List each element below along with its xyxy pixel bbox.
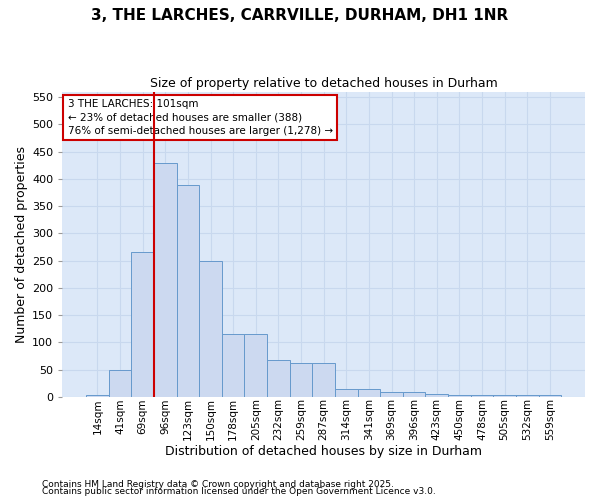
Bar — [448, 395, 471, 397]
Bar — [109, 370, 131, 397]
Bar — [176, 186, 199, 397]
Bar — [335, 388, 358, 397]
Bar — [516, 395, 539, 397]
Bar — [539, 395, 561, 397]
Bar — [222, 334, 244, 397]
Bar — [267, 360, 290, 397]
Bar — [199, 260, 222, 397]
Bar — [425, 394, 448, 397]
Text: Contains HM Land Registry data © Crown copyright and database right 2025.: Contains HM Land Registry data © Crown c… — [42, 480, 394, 489]
Bar — [86, 395, 109, 397]
Text: 3, THE LARCHES, CARRVILLE, DURHAM, DH1 1NR: 3, THE LARCHES, CARRVILLE, DURHAM, DH1 1… — [91, 8, 509, 22]
Bar — [131, 252, 154, 397]
Bar — [244, 334, 267, 397]
Bar — [471, 395, 493, 397]
Text: Contains public sector information licensed under the Open Government Licence v3: Contains public sector information licen… — [42, 487, 436, 496]
Bar — [154, 162, 176, 397]
Title: Size of property relative to detached houses in Durham: Size of property relative to detached ho… — [150, 78, 497, 90]
Bar — [290, 363, 313, 397]
Y-axis label: Number of detached properties: Number of detached properties — [15, 146, 28, 342]
X-axis label: Distribution of detached houses by size in Durham: Distribution of detached houses by size … — [165, 444, 482, 458]
Text: 3 THE LARCHES: 101sqm
← 23% of detached houses are smaller (388)
76% of semi-det: 3 THE LARCHES: 101sqm ← 23% of detached … — [68, 100, 332, 136]
Bar — [313, 363, 335, 397]
Bar — [403, 392, 425, 397]
Bar — [358, 388, 380, 397]
Bar — [493, 395, 516, 397]
Bar — [380, 392, 403, 397]
